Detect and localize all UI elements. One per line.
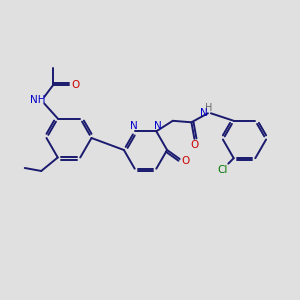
Text: O: O [182, 155, 190, 166]
Text: H: H [205, 103, 212, 113]
Text: Cl: Cl [217, 165, 227, 175]
Text: NH: NH [30, 95, 45, 105]
Text: N: N [200, 108, 207, 118]
Text: N: N [130, 122, 137, 131]
Text: O: O [71, 80, 80, 90]
Text: O: O [191, 140, 199, 150]
Text: N: N [154, 122, 161, 131]
